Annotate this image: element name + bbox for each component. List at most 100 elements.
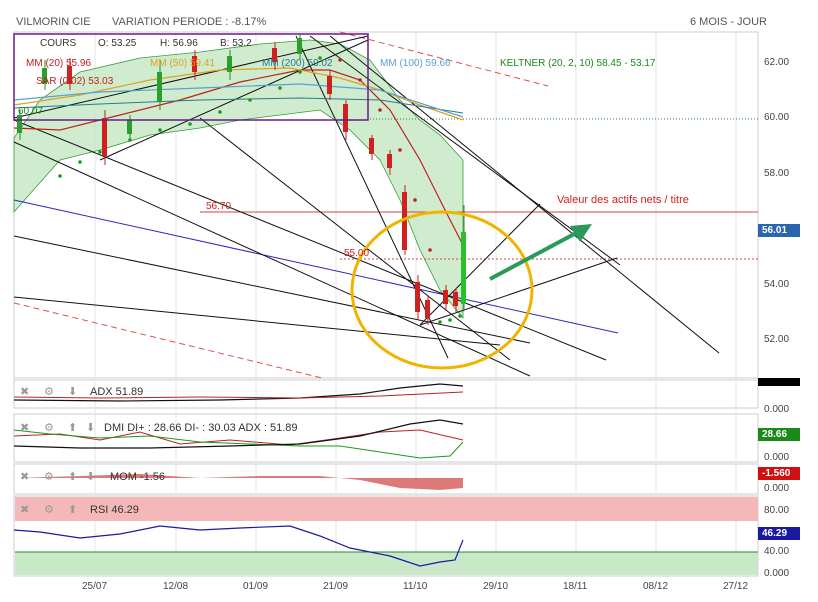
legend-mm20: MM (20) 55.96 xyxy=(26,58,92,69)
x-tick: 01/09 xyxy=(243,581,269,592)
variation-text: VARIATION PERIODE : -8.17% xyxy=(112,16,267,28)
green-arrow-head xyxy=(570,224,592,242)
rsi-oversold-zone xyxy=(15,552,758,575)
candle xyxy=(453,292,458,306)
candle xyxy=(327,76,332,94)
x-tick: 18/11 xyxy=(563,581,588,592)
candle xyxy=(387,154,392,168)
candle xyxy=(461,232,466,304)
candle xyxy=(227,56,232,72)
mom-area xyxy=(14,474,463,490)
dmi-zero-tick: 0.000 xyxy=(764,452,790,463)
nav-annotation: Valeur des actifs nets / titre xyxy=(557,194,689,206)
price-tick: 54.00 xyxy=(764,279,790,290)
mom-badge: -1.560 xyxy=(758,467,800,480)
level1-label: 56.70 xyxy=(206,201,232,212)
legend-mm100: MM (100) 59.66 xyxy=(380,58,451,69)
legend-box xyxy=(13,33,369,121)
gear-icon[interactable]: ⚙ xyxy=(44,471,54,483)
rsi-overbought-zone xyxy=(15,497,758,521)
candle xyxy=(17,115,22,133)
candle xyxy=(443,290,448,304)
trend-fan xyxy=(13,35,720,377)
x-tick: 08/12 xyxy=(643,581,669,592)
dmi-plus-line xyxy=(13,429,464,459)
gear-icon[interactable]: ⚙ xyxy=(44,422,54,434)
rsi-zero-tick: 0.000 xyxy=(764,568,790,579)
price-tick: 58.00 xyxy=(764,168,790,179)
arrow-up-icon[interactable]: ⬆ xyxy=(68,504,78,516)
gear-icon[interactable]: ⚙ xyxy=(44,386,54,398)
candle xyxy=(425,300,430,318)
legend-cours: COURS xyxy=(40,38,77,49)
legend-high: H: 56.96 xyxy=(160,38,198,49)
legend-low: B: 53.2 xyxy=(220,38,252,49)
adx-frame xyxy=(13,379,759,409)
arrow-down-icon[interactable]: ⬇ xyxy=(68,386,78,398)
sar-dots xyxy=(58,56,462,324)
legend-open: O: 53.25 xyxy=(98,38,137,49)
x-tick: 21/09 xyxy=(323,581,349,592)
green-arrow-shaft xyxy=(489,230,579,281)
candle xyxy=(369,138,374,154)
period-text[interactable]: 6 MOIS - JOUR xyxy=(690,16,768,28)
close-icon[interactable]: ✖ xyxy=(20,422,30,434)
price-tick: 60.00 xyxy=(764,112,790,123)
mm20-line xyxy=(13,69,464,246)
red-dashed-low xyxy=(13,302,323,379)
close-icon[interactable]: ✖ xyxy=(20,471,30,483)
dmi-label: DMI DI+ : 28.66 DI- : 30.03 ADX : 51.89 xyxy=(104,422,298,434)
mom-zero-tick: 0.000 xyxy=(764,483,790,494)
candle xyxy=(102,118,107,156)
keltner-band xyxy=(13,39,464,320)
highlight-ellipse xyxy=(350,210,534,370)
mm50-line xyxy=(13,67,464,121)
legend-small-value: 60.07 xyxy=(18,106,44,117)
legend-sar: SAR (0.02) 53.03 xyxy=(36,76,114,87)
arrow-up-icon[interactable]: ⬆ xyxy=(68,471,78,483)
legend-mm200: MM (200) 59.02 xyxy=(262,58,333,69)
legend-keltner: KELTNER (20, 2, 10) 58.45 - 53.17 xyxy=(500,58,656,69)
adx-zero-tick: 0.000 xyxy=(764,404,790,415)
candle xyxy=(272,48,277,62)
candle xyxy=(42,68,47,84)
rsi-80-tick: 80.00 xyxy=(764,505,790,516)
x-tick: 11/10 xyxy=(403,581,428,592)
adx-line xyxy=(13,383,464,402)
last-price-badge: 56.01 xyxy=(758,224,800,237)
blue-trendline xyxy=(13,199,619,334)
arrow-down-icon[interactable]: ⬇ xyxy=(86,422,96,434)
adx-badge xyxy=(758,378,800,386)
dmi-badge: 28.66 xyxy=(758,428,800,441)
company-name: VILMORIN CIE xyxy=(16,16,91,28)
rsi-badge: 46.29 xyxy=(758,527,800,540)
candle xyxy=(343,104,348,132)
candle xyxy=(192,56,197,72)
dmi-minus-line xyxy=(13,429,464,446)
arrow-down-icon[interactable]: ⬇ xyxy=(86,471,96,483)
candle xyxy=(127,120,132,134)
price-tick: 62.00 xyxy=(764,57,790,68)
x-tick: 25/07 xyxy=(82,581,108,592)
adx-red-line xyxy=(13,391,464,399)
rsi-label: RSI 46.29 xyxy=(90,504,139,516)
candle xyxy=(402,192,407,250)
candle xyxy=(297,38,302,54)
close-icon[interactable]: ✖ xyxy=(20,386,30,398)
candle xyxy=(67,66,72,84)
mom-label: MOM -1.56 xyxy=(110,471,166,483)
close-icon[interactable]: ✖ xyxy=(20,504,30,516)
adx-label: ADX 51.89 xyxy=(90,386,144,398)
mm100-line xyxy=(13,83,464,118)
arrow-up-icon[interactable]: ⬆ xyxy=(68,422,78,434)
red-dashed-high xyxy=(339,31,549,87)
legend-mm50: MM (50) 59.41 xyxy=(150,58,216,69)
price-tick: 52.00 xyxy=(764,334,790,345)
x-tick: 29/10 xyxy=(483,581,509,592)
gear-icon[interactable]: ⚙ xyxy=(44,504,54,516)
candle xyxy=(157,72,162,102)
candle xyxy=(415,282,420,312)
rsi-40-tick: 40.00 xyxy=(764,546,790,557)
dmi-adx-line xyxy=(13,419,464,449)
